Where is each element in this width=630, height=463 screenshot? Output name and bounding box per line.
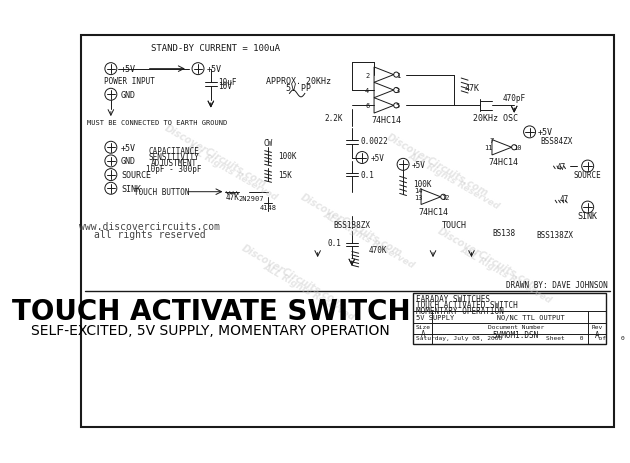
Text: 7: 7 bbox=[490, 138, 494, 144]
Text: CAPACITANCE: CAPACITANCE bbox=[149, 147, 200, 156]
Text: 3: 3 bbox=[396, 88, 400, 94]
Text: +5V: +5V bbox=[370, 154, 384, 163]
Text: ALL Rights Reserved: ALL Rights Reserved bbox=[321, 210, 416, 270]
Text: 10pF - 300pF: 10pF - 300pF bbox=[146, 165, 202, 174]
Text: BSS138ZX: BSS138ZX bbox=[333, 220, 370, 229]
Text: +5V: +5V bbox=[411, 161, 425, 169]
Text: APPROX. 20KHz: APPROX. 20KHz bbox=[266, 77, 331, 86]
Text: DiscoverCircuits.com: DiscoverCircuits.com bbox=[163, 123, 268, 190]
Text: TOUCH: TOUCH bbox=[442, 220, 467, 229]
Text: BSS84ZX: BSS84ZX bbox=[541, 137, 573, 145]
Text: 47K: 47K bbox=[465, 84, 479, 93]
Text: 20KHz OSC: 20KHz OSC bbox=[473, 113, 518, 123]
Text: 74HC14: 74HC14 bbox=[371, 116, 401, 125]
Bar bbox=[413, 293, 607, 344]
Text: 0.1: 0.1 bbox=[328, 239, 341, 248]
Text: Rev: Rev bbox=[592, 325, 603, 330]
Text: 2.2K: 2.2K bbox=[325, 113, 343, 123]
Text: BSS138ZX: BSS138ZX bbox=[537, 231, 574, 239]
Text: 0.0022: 0.0022 bbox=[360, 137, 388, 145]
Text: DiscoverCircuits.com: DiscoverCircuits.com bbox=[385, 132, 490, 198]
Text: SINK: SINK bbox=[578, 212, 598, 221]
Text: SOURCE: SOURCE bbox=[121, 171, 151, 180]
Text: TOUCH ACTIVATE SWITCH: TOUCH ACTIVATE SWITCH bbox=[11, 298, 410, 325]
Text: 10uF: 10uF bbox=[218, 78, 236, 87]
Text: GND: GND bbox=[121, 157, 136, 166]
Text: ALL Rights Reserved: ALL Rights Reserved bbox=[185, 142, 280, 202]
Text: 74HC14: 74HC14 bbox=[418, 207, 448, 216]
Text: TOUCH BUTTON: TOUCH BUTTON bbox=[134, 188, 190, 197]
Text: SENSITIVITY: SENSITIVITY bbox=[149, 153, 200, 162]
Text: DiscoverCircuits.com: DiscoverCircuits.com bbox=[239, 243, 345, 309]
Text: 47: 47 bbox=[556, 162, 566, 171]
Text: 10: 10 bbox=[513, 145, 522, 151]
Text: 5: 5 bbox=[396, 103, 400, 109]
Text: POWER INPUT: POWER INPUT bbox=[104, 77, 155, 86]
Text: SELF-EXCITED, 5V SUPPLY, MOMENTARY OPERATION: SELF-EXCITED, 5V SUPPLY, MOMENTARY OPERA… bbox=[32, 324, 390, 338]
Text: 10V: 10V bbox=[218, 82, 232, 91]
Text: 5V PP: 5V PP bbox=[287, 84, 311, 93]
Text: 74HC14: 74HC14 bbox=[489, 158, 519, 167]
Text: 1: 1 bbox=[396, 73, 400, 78]
Text: 100K: 100K bbox=[413, 179, 432, 188]
Text: +5V: +5V bbox=[121, 144, 136, 152]
Text: A: A bbox=[420, 330, 425, 338]
Text: Sheet    0    of    0: Sheet 0 of 0 bbox=[546, 336, 624, 340]
Text: 5V SUPPLY          NO/NC TTL OUTPUT: 5V SUPPLY NO/NC TTL OUTPUT bbox=[416, 314, 564, 320]
Text: +5V: +5V bbox=[121, 65, 136, 74]
Text: 4: 4 bbox=[365, 88, 369, 94]
Text: GND: GND bbox=[121, 91, 136, 100]
Text: 2: 2 bbox=[365, 73, 369, 78]
Text: ALL Rights Reserved: ALL Rights Reserved bbox=[261, 261, 357, 321]
Text: 0.1: 0.1 bbox=[360, 171, 374, 180]
Text: DRAWN BY: DAVE JOHNSON: DRAWN BY: DAVE JOHNSON bbox=[506, 281, 608, 289]
Text: ALL Rights Reserved: ALL Rights Reserved bbox=[407, 150, 501, 210]
Text: A: A bbox=[595, 331, 599, 339]
Text: TOUCH ACTIVATED SWITCH: TOUCH ACTIVATED SWITCH bbox=[416, 300, 518, 310]
Text: 4148: 4148 bbox=[260, 205, 277, 211]
Text: 15K: 15K bbox=[278, 171, 292, 180]
Text: Document Number: Document Number bbox=[488, 325, 544, 330]
Text: DiscoverCircuits.com: DiscoverCircuits.com bbox=[299, 192, 404, 258]
Text: 11: 11 bbox=[484, 145, 493, 151]
Text: 100K: 100K bbox=[278, 152, 297, 161]
Text: 2N2907: 2N2907 bbox=[238, 195, 264, 201]
Text: STAND-BY CURRENT = 100uA: STAND-BY CURRENT = 100uA bbox=[151, 44, 280, 53]
Text: 12: 12 bbox=[442, 194, 450, 200]
Text: CW: CW bbox=[263, 139, 273, 148]
Text: www.discovercircuits.com: www.discovercircuits.com bbox=[79, 221, 220, 232]
Text: FARADAY SWITCHES: FARADAY SWITCHES bbox=[416, 294, 490, 304]
Text: 5VMOM1.DSN: 5VMOM1.DSN bbox=[493, 331, 539, 339]
Text: SINK: SINK bbox=[121, 184, 141, 194]
Text: all rights reserved: all rights reserved bbox=[93, 230, 205, 240]
Text: 470K: 470K bbox=[369, 246, 387, 255]
Text: Saturday, July 08, 2000: Saturday, July 08, 2000 bbox=[416, 336, 502, 340]
Text: 470pF: 470pF bbox=[503, 94, 526, 103]
Text: DiscoverCircuits.com: DiscoverCircuits.com bbox=[436, 225, 541, 292]
Text: ALL Rights Reserved: ALL Rights Reserved bbox=[458, 244, 553, 304]
Text: 6: 6 bbox=[365, 103, 369, 109]
Text: BS138: BS138 bbox=[493, 229, 515, 238]
Text: 14: 14 bbox=[415, 188, 423, 194]
Text: ADJUSTMENT: ADJUSTMENT bbox=[151, 159, 197, 168]
Text: 13: 13 bbox=[415, 194, 423, 200]
Text: +5V: +5V bbox=[538, 128, 553, 137]
Text: 47: 47 bbox=[559, 194, 568, 204]
Text: MOMENTARY OPERATION: MOMENTARY OPERATION bbox=[416, 307, 504, 315]
Text: Size: Size bbox=[416, 325, 431, 330]
Text: +5V: +5V bbox=[207, 65, 222, 74]
Text: 47K: 47K bbox=[226, 193, 239, 202]
Text: MUST BE CONNECTED TO EARTH GROUND: MUST BE CONNECTED TO EARTH GROUND bbox=[87, 119, 227, 125]
Text: SOURCE: SOURCE bbox=[574, 171, 602, 180]
